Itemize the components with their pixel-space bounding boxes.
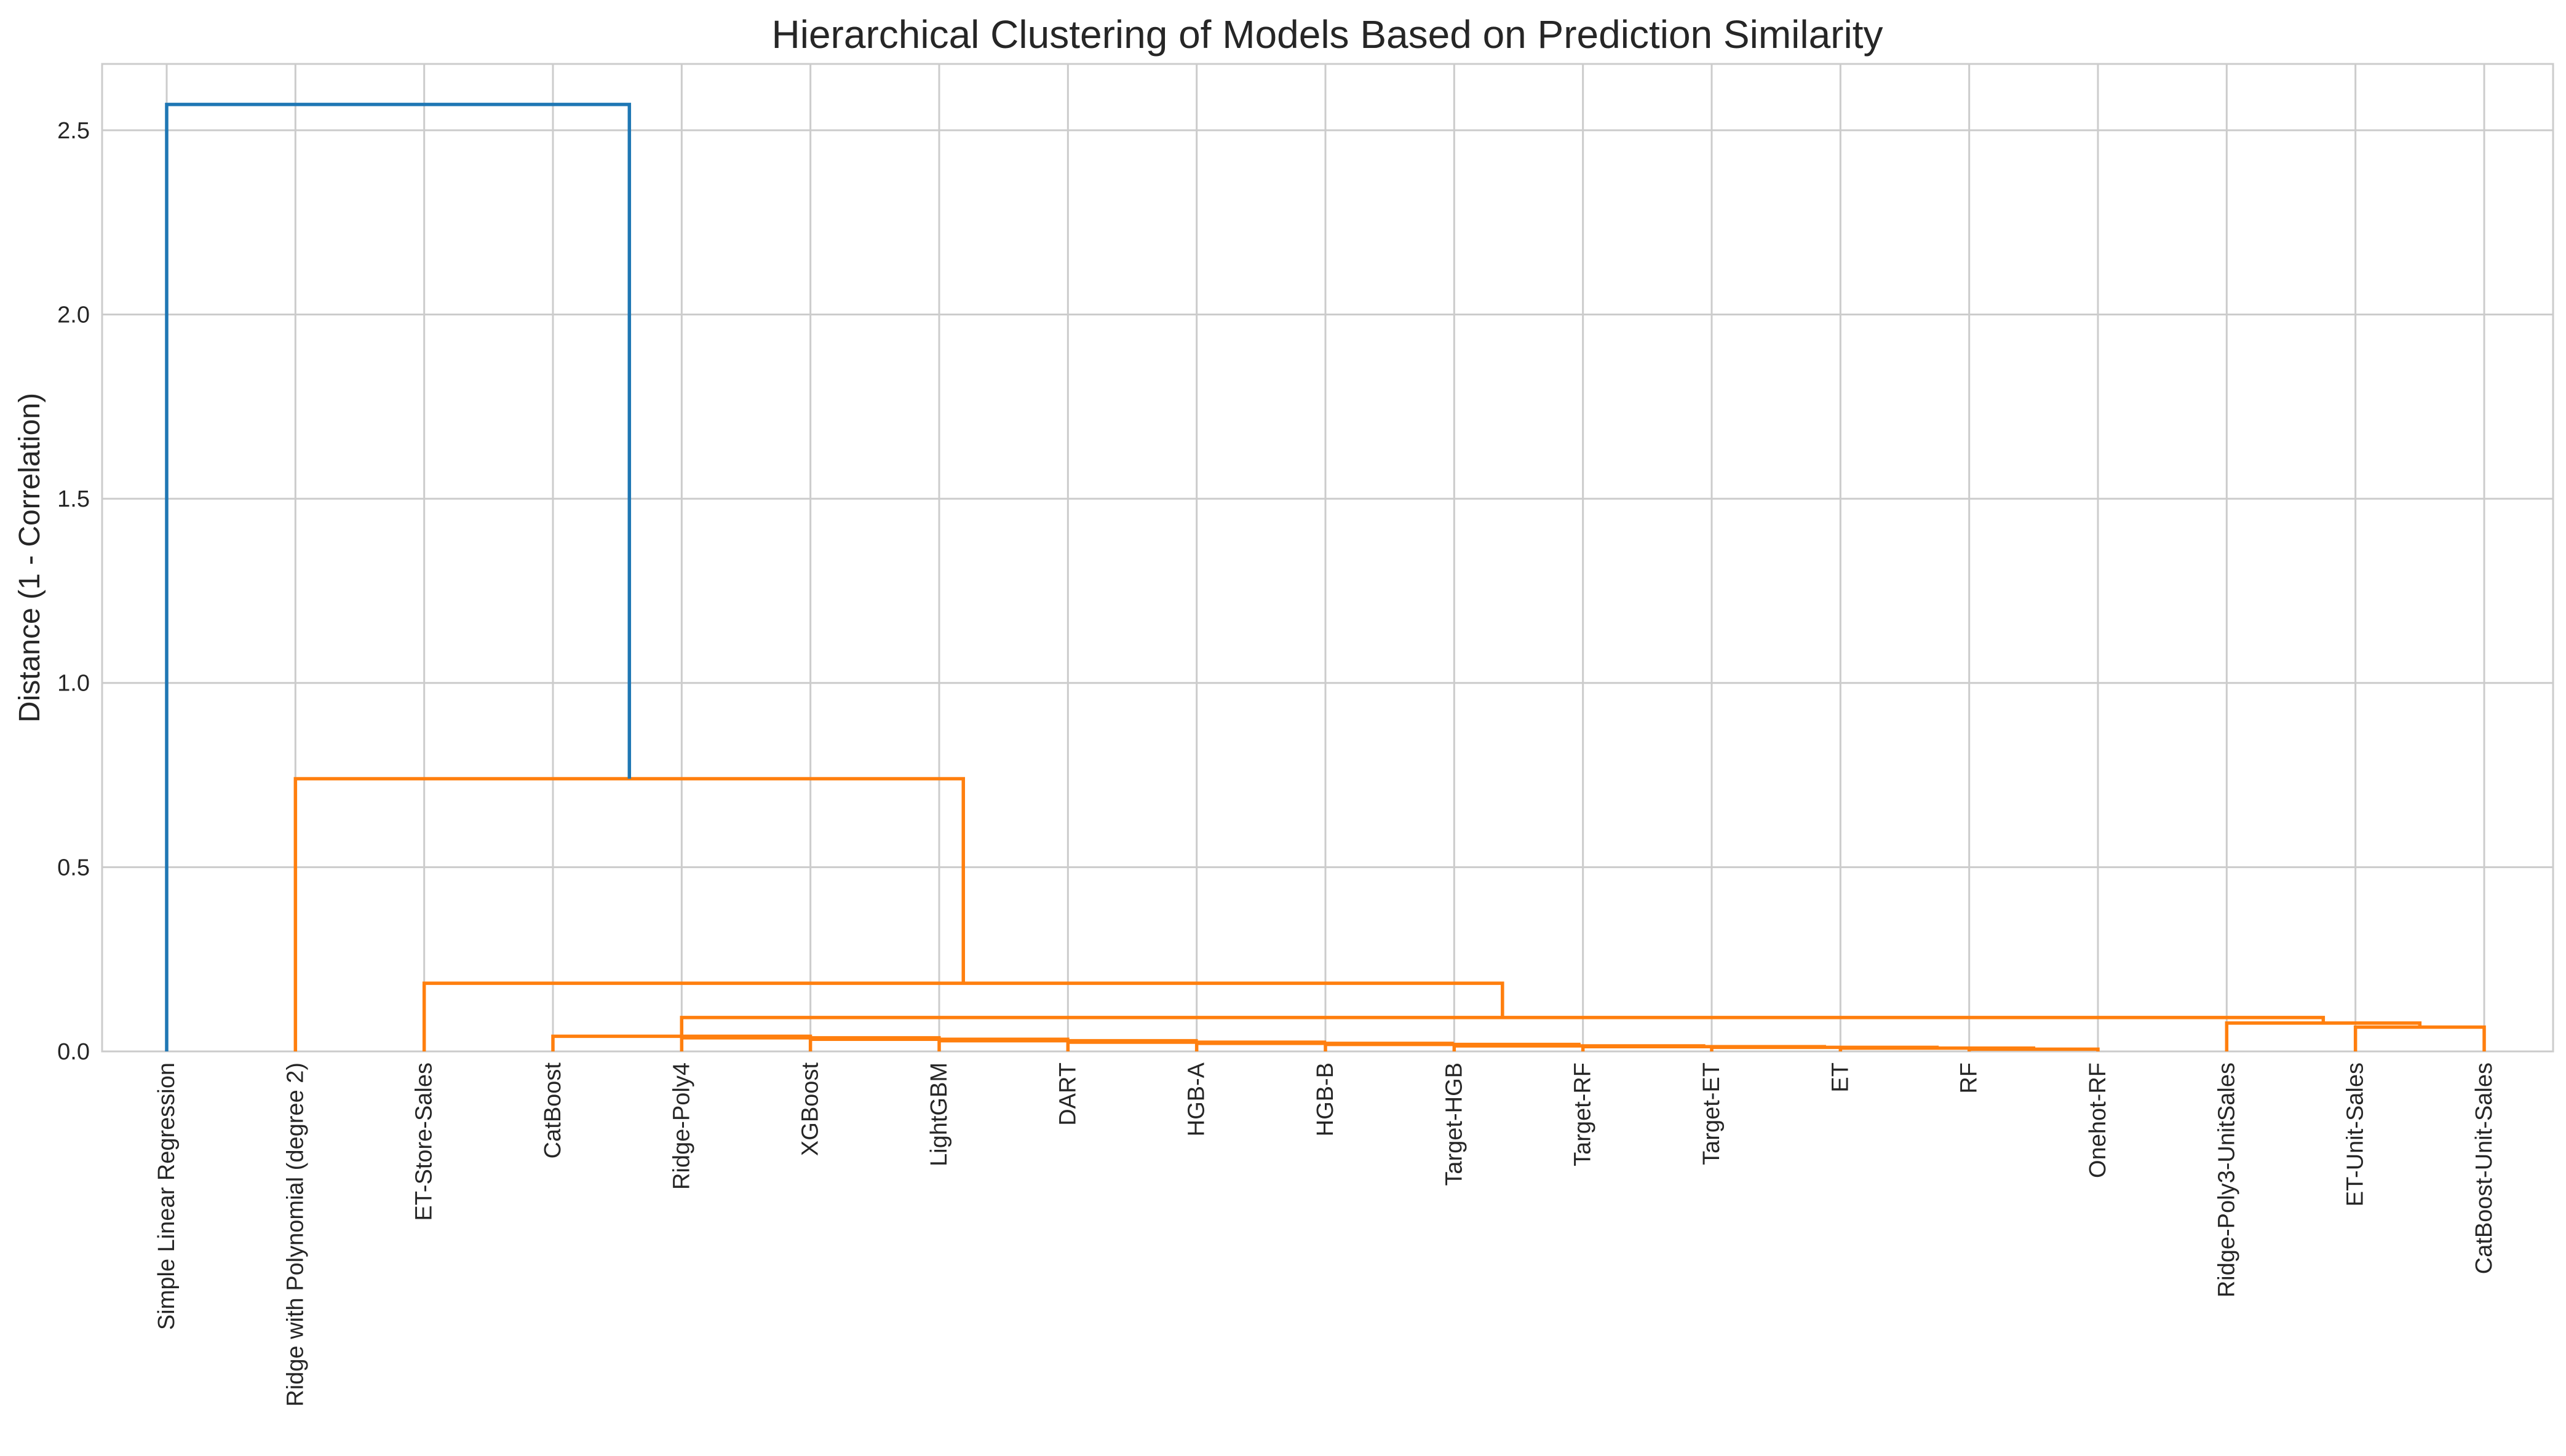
leaf-label: CatBoost [540, 1062, 566, 1159]
leaf-label: XGBoost [798, 1062, 824, 1157]
dendrogram-link [1194, 1042, 1454, 1051]
chart-title: Hierarchical Clustering of Models Based … [772, 12, 1883, 57]
dendrogram-link [422, 981, 1504, 1051]
y-tick-label: 2.5 [57, 118, 90, 144]
y-tick-label: 1.5 [57, 486, 90, 512]
leaf-label: Ridge-Poly3-UnitSales [2214, 1062, 2239, 1297]
leaf-label: RF [1956, 1062, 1982, 1094]
leaf-label: Ridge-Poly4 [669, 1062, 694, 1190]
leaf-label: HGB-B [1313, 1062, 1338, 1136]
dendrogram-link [680, 1036, 941, 1051]
leaf-label: Simple Linear Regression [154, 1062, 180, 1330]
plot-area-frame [101, 63, 2554, 1053]
leaf-label: ET-Unit-Sales [2343, 1062, 2369, 1206]
dendrogram-links [165, 103, 2486, 1051]
y-axis-label: Distance (1 - Correlation) [14, 393, 46, 722]
dendrogram-link [1581, 1045, 1826, 1051]
leaf-label: Onehot-RF [2085, 1062, 2111, 1178]
y-axis-ticks: 0.0 0.5 1.0 1.5 2.0 2.5 [57, 118, 90, 1065]
leaf-label: CatBoost-Unit-Sales [2471, 1062, 2497, 1274]
leaf-label: Target-RF [1570, 1062, 1596, 1166]
grid-lines [102, 64, 2553, 1053]
y-tick-label: 2.0 [57, 302, 90, 328]
y-tick-label: 1.0 [57, 671, 90, 697]
leaf-label: Target-ET [1699, 1062, 1725, 1165]
dendrogram-link [165, 103, 632, 1051]
leaf-label: DART [1055, 1062, 1081, 1126]
x-axis-leaf-labels: Simple Linear Regression Ridge with Polyn… [154, 1062, 2497, 1406]
leaf-label: Ridge with Polynomial (degree 2) [282, 1062, 308, 1407]
leaf-label: LightGBM [926, 1062, 952, 1166]
leaf-label: HGB-A [1184, 1062, 1210, 1136]
y-tick-label: 0.5 [57, 855, 90, 880]
dendrogram-link [2225, 1021, 2422, 1051]
leaf-label: Target-HGB [1441, 1062, 1467, 1186]
y-tick-label: 0.0 [57, 1039, 90, 1065]
dendrogram-link [680, 1016, 2326, 1037]
leaf-label: ET-Store-Sales [411, 1062, 437, 1221]
leaf-label: ET [1827, 1062, 1853, 1093]
dendrogram-link [2353, 1025, 2486, 1051]
